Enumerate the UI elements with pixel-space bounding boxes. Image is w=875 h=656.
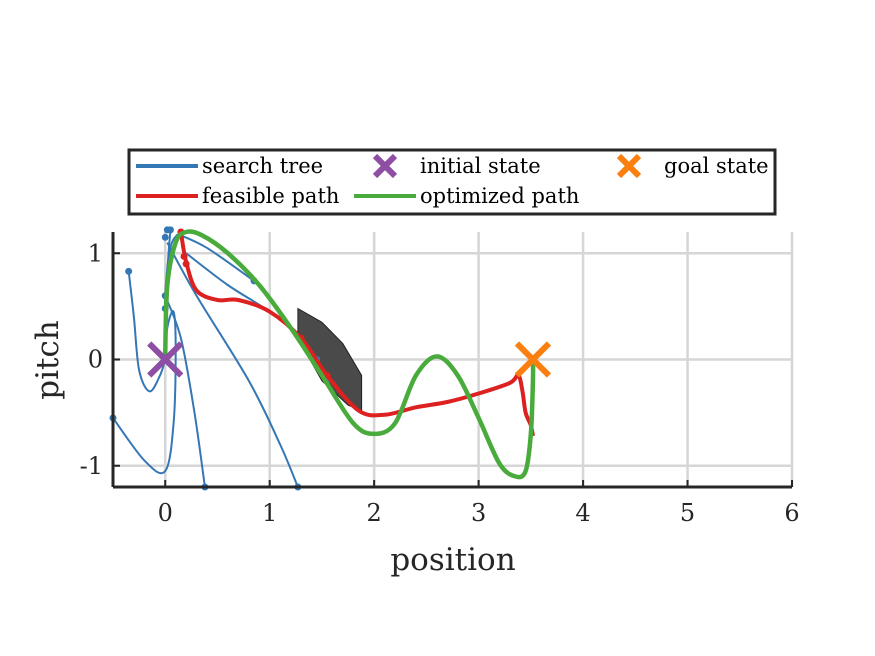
x-tick-label-4: 4 [575, 499, 590, 527]
y-tick-label-1: 0 [88, 346, 103, 374]
initial-state-marker [147, 341, 184, 378]
initial-state-marker-stroke-b [147, 341, 184, 378]
legend-swatch-initial-state [372, 153, 398, 179]
x-tick-label-1: 1 [262, 499, 277, 527]
optimized-path-line [162, 229, 536, 480]
search-tree-branch-4 [164, 295, 206, 488]
x-tick-label-5: 5 [680, 499, 695, 527]
legend-swatch-goal-state [616, 153, 642, 179]
search-tree-node-6 [161, 233, 169, 241]
legend-label-feasible-path: feasible path [202, 184, 339, 208]
search-tree-branch-6 [177, 233, 255, 282]
x-tick-label-3: 3 [471, 499, 486, 527]
state-markers [147, 341, 552, 378]
search-tree-branch-0 [127, 271, 167, 393]
y-axis-label: pitch [30, 320, 66, 400]
y-tick-label-0: -1 [80, 452, 103, 480]
goal-state-marker [514, 341, 552, 378]
feasible-path-line [178, 231, 535, 437]
feasible-path-node-2 [182, 260, 190, 268]
legend-box [127, 148, 777, 216]
x-axis-label: position [390, 542, 515, 578]
legend-label-optimized-path: optimized path [420, 184, 579, 208]
x-tick-label-2: 2 [367, 499, 382, 527]
feasible-path-node-1 [180, 252, 188, 260]
x-tick-label-0: 0 [158, 499, 173, 527]
legend-label-initial-state: initial state [420, 154, 541, 178]
grid [113, 232, 794, 487]
legend: search tree initial state goal state fea… [127, 148, 777, 216]
goal-state-marker-stroke-b [514, 341, 552, 378]
optimized-path-layer [162, 229, 536, 480]
axes [111, 232, 793, 489]
x-tick-label-6: 6 [784, 499, 799, 527]
legend-label-search-tree: search tree [202, 154, 323, 178]
search-tree-node-0 [125, 267, 133, 275]
search-tree-node-5 [166, 226, 174, 234]
y-tick-label-2: 1 [88, 239, 103, 267]
legend-label-goal-state: goal state [664, 154, 769, 178]
search-tree-branch-5 [166, 242, 299, 488]
tick-labels: 0 1 2 3 4 5 6 -1 0 1 [80, 239, 800, 527]
